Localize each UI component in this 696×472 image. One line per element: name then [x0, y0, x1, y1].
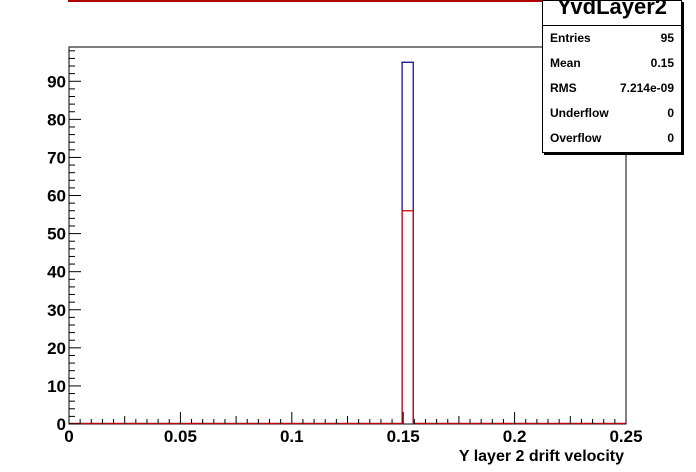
x-tick-label: 0.2: [503, 427, 527, 446]
x-tick-label: 0.05: [164, 427, 197, 446]
y-tick-label: 0: [57, 415, 66, 434]
y-tick-label: 50: [47, 225, 66, 244]
y-tick-label: 10: [47, 377, 66, 396]
x-tick-label: 0.1: [280, 427, 304, 446]
stats-row-mean: Mean 0.15: [543, 51, 681, 76]
y-tick-label: 30: [47, 301, 66, 320]
x-axis-title: Y layer 2 drift velocity: [459, 448, 624, 465]
stats-label: Underflow: [550, 106, 609, 120]
stats-row-overflow: Overflow 0: [543, 126, 681, 151]
top-border-line: [68, 0, 542, 2]
x-tick-label: 0.25: [609, 427, 642, 446]
y-tick-label: 90: [47, 72, 66, 91]
stats-box: YvdLayer2 Entries 95 Mean 0.15 RMS 7.214e-09 U…: [542, 0, 682, 153]
stats-value: 95: [660, 31, 674, 45]
stats-row-underflow: Underflow 0: [543, 101, 681, 126]
stats-row-rms: RMS 7.214e-09: [543, 76, 681, 101]
x-tick-label: 0: [64, 427, 73, 446]
y-tick-label: 70: [47, 148, 66, 167]
y-tick-label: 60: [47, 187, 66, 206]
stats-value: 7.214e-09: [619, 81, 674, 95]
y-tick-label: 80: [47, 110, 66, 129]
histogram-bar-series-1-bin-0: [69, 210, 626, 425]
stats-label: RMS: [550, 81, 577, 95]
y-tick-label: 40: [47, 263, 66, 282]
stats-row-entries: Entries 95: [543, 26, 681, 51]
stats-value: 0.15: [650, 56, 674, 70]
stats-value: 0: [667, 106, 674, 120]
y-tick-label: 20: [47, 339, 66, 358]
stats-value: 0: [667, 131, 674, 145]
stats-label: Mean: [550, 56, 581, 70]
stats-label: Entries: [550, 31, 591, 45]
stats-title: YvdLayer2: [543, 1, 681, 26]
stats-label: Overflow: [550, 131, 602, 145]
x-tick-label: 0.15: [387, 427, 420, 446]
